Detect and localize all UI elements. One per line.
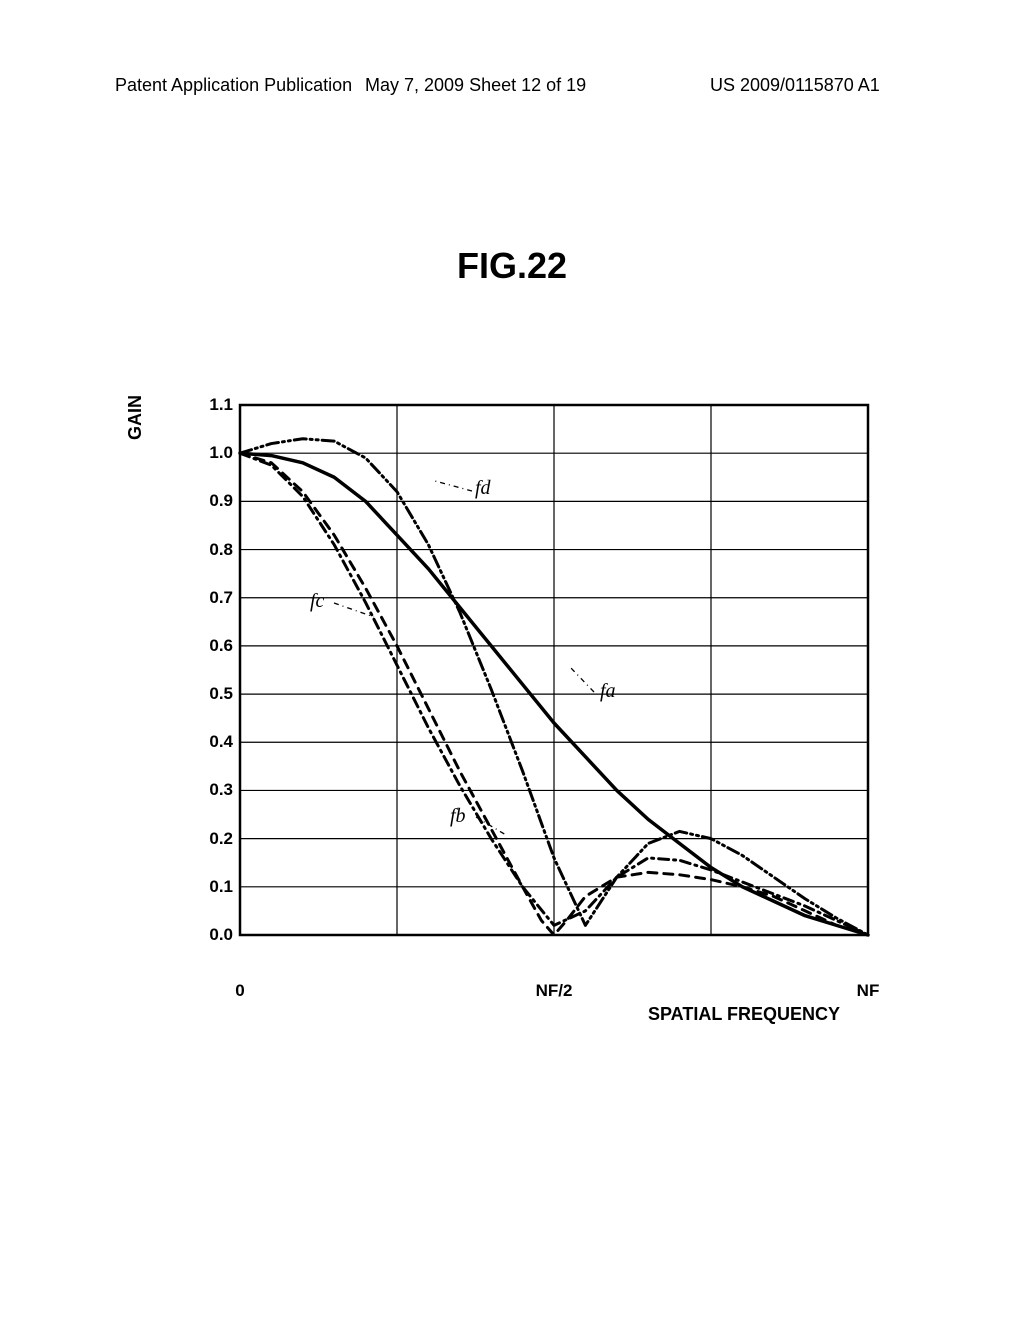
x-tick-label: NF (857, 981, 880, 1001)
y-tick-label: 0.0 (209, 925, 233, 945)
figure-title: FIG.22 (0, 245, 1024, 287)
y-tick-label: 0.4 (209, 732, 233, 752)
y-tick-label: 0.7 (209, 588, 233, 608)
y-tick-label: 0.8 (209, 540, 233, 560)
y-tick-label: 0.3 (209, 780, 233, 800)
y-tick-label: 0.6 (209, 636, 233, 656)
y-axis-label: GAIN (125, 395, 146, 440)
chart-container: GAIN SPATIAL FREQUENCY 0.00.10.20.30.40.… (180, 395, 875, 975)
x-tick-label: 0 (235, 981, 244, 1001)
y-tick-label: 0.2 (209, 829, 233, 849)
x-tick-label: NF/2 (536, 981, 573, 1001)
curve-label-fd: fd (475, 477, 491, 500)
x-axis-label: SPATIAL FREQUENCY (648, 1004, 840, 1025)
header-date-sheet: May 7, 2009 Sheet 12 of 19 (365, 75, 586, 96)
header-publication: Patent Application Publication (115, 75, 352, 96)
y-tick-label: 1.1 (209, 395, 233, 415)
curve-label-fa: fa (600, 680, 616, 703)
y-tick-label: 0.5 (209, 684, 233, 704)
y-tick-label: 0.9 (209, 491, 233, 511)
curve-label-fc: fc (310, 590, 324, 613)
curve-label-fb: fb (450, 805, 466, 828)
y-tick-label: 1.0 (209, 443, 233, 463)
y-tick-label: 0.1 (209, 877, 233, 897)
header-patent-number: US 2009/0115870 A1 (710, 75, 880, 96)
chart-plot (180, 395, 875, 975)
